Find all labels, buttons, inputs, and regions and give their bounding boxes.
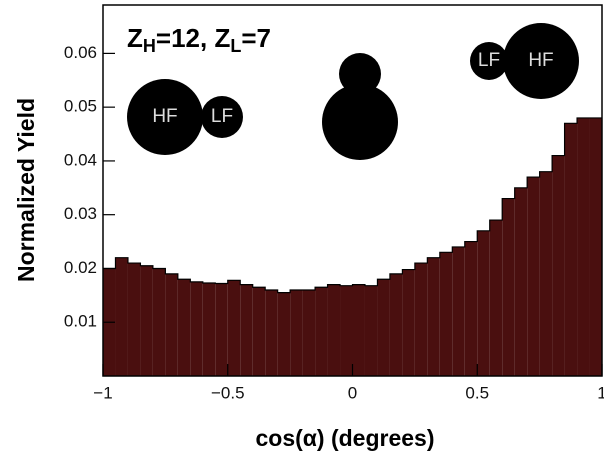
x-tick-label: 0.5 bbox=[465, 383, 489, 402]
bar bbox=[527, 177, 540, 376]
bar bbox=[340, 285, 353, 376]
bar bbox=[252, 287, 266, 376]
histogram-outline bbox=[103, 117, 602, 294]
bar bbox=[165, 273, 178, 376]
bar bbox=[327, 284, 341, 376]
bar bbox=[215, 283, 228, 376]
bar bbox=[115, 257, 128, 376]
annotation-part: H bbox=[143, 36, 156, 56]
nucleus-circle bbox=[322, 84, 398, 160]
bar bbox=[402, 269, 415, 376]
bar bbox=[190, 281, 203, 376]
bar bbox=[452, 246, 465, 376]
circle-label: HF bbox=[528, 50, 553, 71]
bar bbox=[202, 282, 216, 376]
circle-label: LF bbox=[478, 50, 500, 71]
bar bbox=[377, 279, 390, 376]
nucleus-circle bbox=[470, 42, 508, 80]
annotation-part: Z bbox=[127, 23, 143, 53]
bar bbox=[439, 252, 453, 376]
nucleus-circle bbox=[201, 96, 243, 138]
bar bbox=[489, 220, 503, 376]
nucleus-circle bbox=[339, 53, 381, 95]
annotation-part: =12, Z bbox=[156, 23, 231, 53]
bar bbox=[140, 265, 153, 376]
plot: 0.01 0.02 0.03 0.04 0.05 0.06 −1 −0.5 0 0.5 1 cos(α… bbox=[64, 4, 604, 451]
bar bbox=[577, 117, 590, 377]
y-tick-label: 0.04 bbox=[64, 150, 97, 169]
circle-label: LF bbox=[211, 106, 233, 127]
x-axis-label: cos(α) (degrees) bbox=[255, 425, 434, 451]
bar bbox=[514, 187, 528, 376]
y-tick-label: 0.01 bbox=[64, 312, 97, 331]
bar bbox=[152, 268, 166, 376]
bar bbox=[427, 257, 440, 376]
x-tick-label: 1 bbox=[597, 383, 604, 402]
annotation: ZH=12, ZL=7 bbox=[127, 23, 271, 56]
y-tick-label: 0.03 bbox=[64, 204, 97, 223]
x-tick-label: −1 bbox=[93, 383, 112, 402]
x-tick-label: −0.5 bbox=[211, 383, 245, 402]
bar bbox=[177, 279, 191, 376]
y-tick-label: 0.02 bbox=[64, 258, 97, 277]
bar bbox=[552, 155, 565, 376]
bar bbox=[364, 285, 378, 376]
nucleus-circle bbox=[127, 79, 203, 155]
bar bbox=[589, 117, 602, 377]
bar bbox=[502, 198, 515, 376]
annotation-part: =7 bbox=[241, 23, 271, 53]
bar bbox=[127, 263, 141, 376]
circle-label: HF bbox=[152, 106, 177, 127]
bar bbox=[277, 292, 291, 376]
bar bbox=[389, 273, 403, 376]
y-tick-label: 0.05 bbox=[64, 97, 97, 116]
bar bbox=[464, 241, 478, 376]
bar bbox=[414, 263, 428, 376]
bar bbox=[477, 230, 490, 376]
bar bbox=[227, 280, 241, 376]
y-axis-label: Normalized Yield bbox=[13, 98, 39, 282]
y-tick-label: 0.06 bbox=[64, 43, 97, 62]
annotation-part: L bbox=[230, 36, 241, 56]
nucleus-circle bbox=[503, 23, 579, 99]
bar bbox=[290, 289, 303, 376]
bar bbox=[265, 289, 278, 376]
x-tick-label: 0 bbox=[348, 383, 357, 402]
bar bbox=[315, 287, 328, 376]
bar bbox=[240, 284, 253, 376]
bar bbox=[352, 284, 365, 376]
bar bbox=[539, 171, 553, 376]
bar bbox=[302, 289, 316, 376]
bar bbox=[564, 123, 578, 376]
